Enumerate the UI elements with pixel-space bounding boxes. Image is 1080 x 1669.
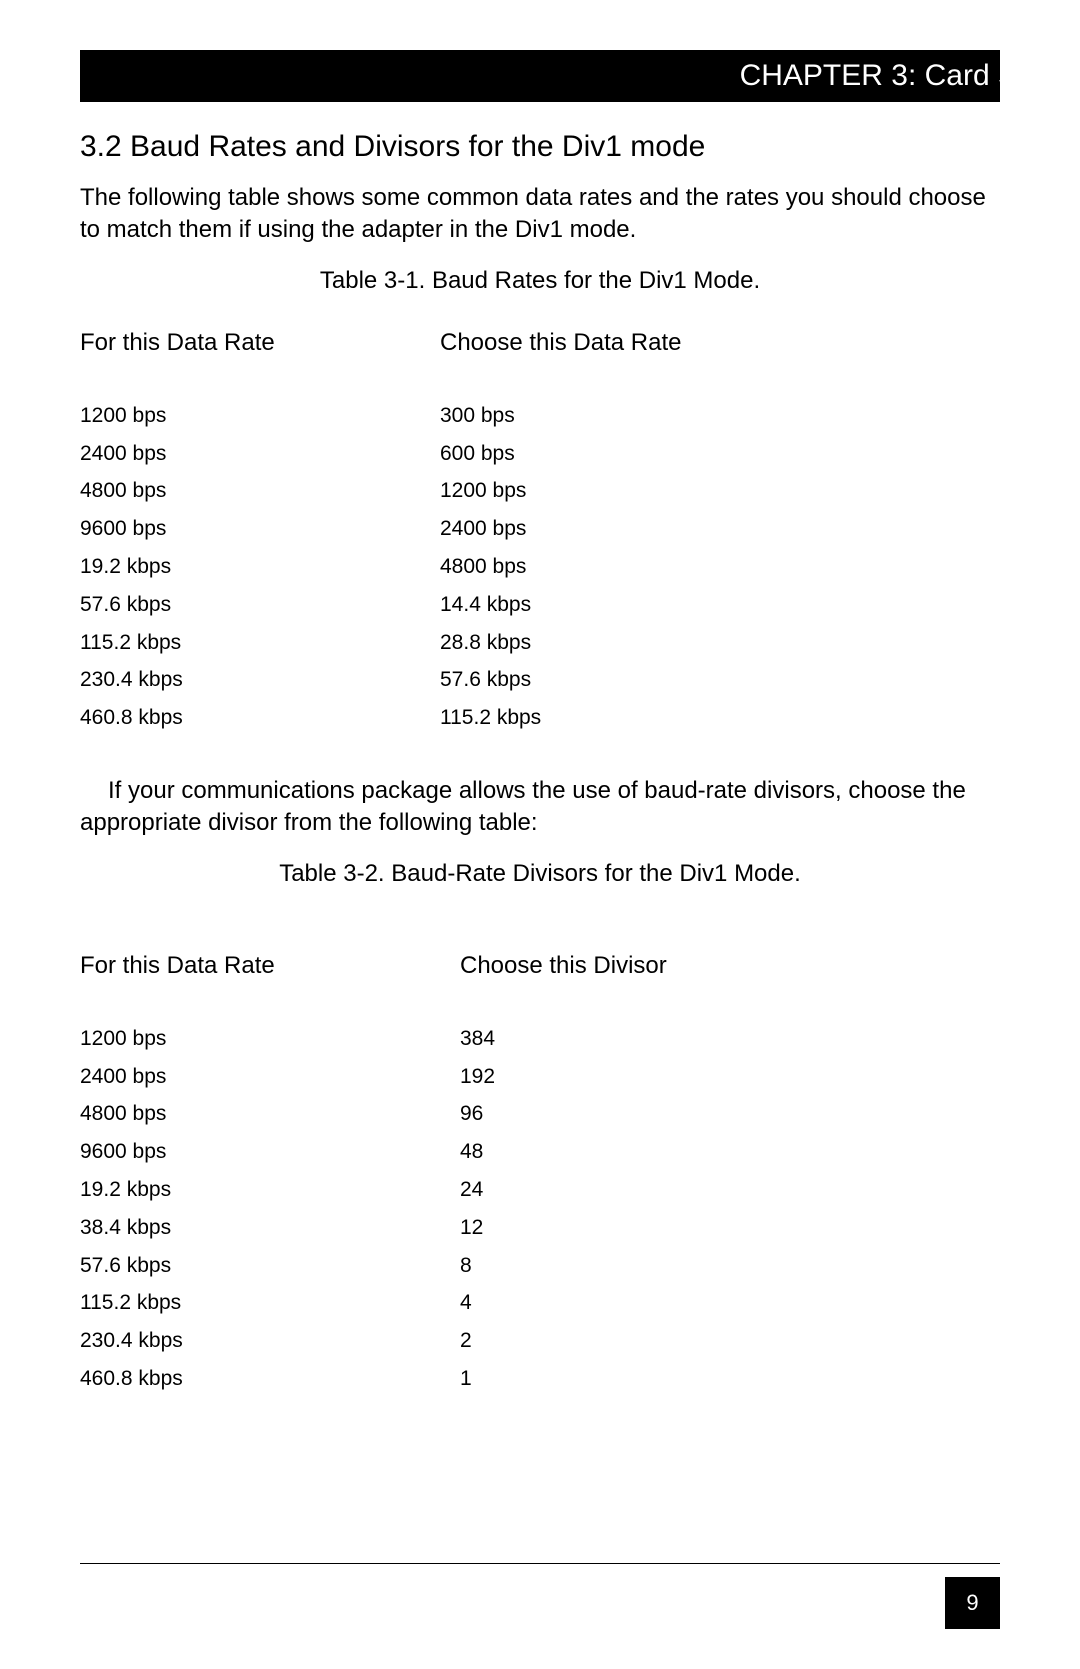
table-cell: 4 xyxy=(460,1284,1000,1322)
table-cell: 14.4 kbps xyxy=(440,586,1000,624)
table-row: 460.8 kbps1 xyxy=(80,1360,1000,1398)
table-cell: 19.2 kbps xyxy=(80,548,440,586)
page: CHAPTER 3: Card S 3.2 Baud Rates and Div… xyxy=(0,0,1080,1669)
table-cell: 19.2 kbps xyxy=(80,1171,460,1209)
table-cell: 600 bps xyxy=(440,435,1000,473)
table-cell: 8 xyxy=(460,1247,1000,1285)
footer-rule xyxy=(80,1563,1000,1564)
table-cell: 12 xyxy=(460,1209,1000,1247)
table-row: 9600 bps2400 bps xyxy=(80,510,1000,548)
table-cell: 115.2 kbps xyxy=(440,699,1000,737)
table-row: 38.4 kbps12 xyxy=(80,1209,1000,1247)
page-number-box: 9 xyxy=(945,1577,1000,1629)
table-cell: 1 xyxy=(460,1360,1000,1398)
table-row: 1200 bps300 bps xyxy=(80,397,1000,435)
table-cell: 57.6 kbps xyxy=(80,1247,460,1285)
table-row: 19.2 kbps24 xyxy=(80,1171,1000,1209)
table-row: 57.6 kbps8 xyxy=(80,1247,1000,1285)
table-cell: 230.4 kbps xyxy=(80,661,440,699)
spacer xyxy=(80,737,1000,775)
table1-col2-header: Choose this Data Rate xyxy=(440,329,1000,357)
table-cell: 28.8 kbps xyxy=(440,624,1000,662)
table-cell: 384 xyxy=(460,1020,1000,1058)
table-row: 9600 bps48 xyxy=(80,1133,1000,1171)
table1-col1-header: For this Data Rate xyxy=(80,329,440,357)
table-row: 1200 bps384 xyxy=(80,1020,1000,1058)
table2-col2-header: Choose this Divisor xyxy=(460,952,1000,980)
table-cell: 2 xyxy=(460,1322,1000,1360)
table-cell: 115.2 kbps xyxy=(80,624,440,662)
mid-paragraph: If your communications package allows th… xyxy=(80,775,1000,840)
table-row: 19.2 kbps4800 bps xyxy=(80,548,1000,586)
table1: For this Data Rate Choose this Data Rate… xyxy=(80,329,1000,737)
intro-paragraph: The following table shows some common da… xyxy=(80,182,1000,247)
table-cell: 230.4 kbps xyxy=(80,1322,460,1360)
table-cell: 57.6 kbps xyxy=(440,661,1000,699)
table-row: 115.2 kbps28.8 kbps xyxy=(80,624,1000,662)
table2-header: For this Data Rate Choose this Divisor xyxy=(80,952,1000,980)
table-cell: 9600 bps xyxy=(80,1133,460,1171)
table-cell: 115.2 kbps xyxy=(80,1284,460,1322)
table-cell: 460.8 kbps xyxy=(80,699,440,737)
table-row: 4800 bps96 xyxy=(80,1095,1000,1133)
section-title: 3.2 Baud Rates and Divisors for the Div1… xyxy=(80,130,1000,164)
table-cell: 300 bps xyxy=(440,397,1000,435)
table-cell: 460.8 kbps xyxy=(80,1360,460,1398)
table2: For this Data Rate Choose this Divisor 1… xyxy=(80,952,1000,1398)
table2-rows: 1200 bps3842400 bps1924800 bps969600 bps… xyxy=(80,1020,1000,1398)
table-cell: 192 xyxy=(460,1058,1000,1096)
table-cell: 1200 bps xyxy=(440,472,1000,510)
table-row: 2400 bps192 xyxy=(80,1058,1000,1096)
table-cell: 96 xyxy=(460,1095,1000,1133)
table1-rows: 1200 bps300 bps2400 bps600 bps4800 bps12… xyxy=(80,397,1000,737)
table-row: 4800 bps1200 bps xyxy=(80,472,1000,510)
table-cell: 4800 bps xyxy=(440,548,1000,586)
table-row: 115.2 kbps4 xyxy=(80,1284,1000,1322)
table-row: 230.4 kbps57.6 kbps xyxy=(80,661,1000,699)
table2-caption: Table 3-2. Baud-Rate Divisors for the Di… xyxy=(80,860,1000,888)
spacer xyxy=(80,922,1000,952)
table-cell: 2400 bps xyxy=(80,435,440,473)
chapter-header-text: CHAPTER 3: Card S xyxy=(740,59,1000,93)
table-cell: 24 xyxy=(460,1171,1000,1209)
table-cell: 48 xyxy=(460,1133,1000,1171)
table-row: 460.8 kbps115.2 kbps xyxy=(80,699,1000,737)
page-number: 9 xyxy=(966,1590,978,1616)
table-cell: 38.4 kbps xyxy=(80,1209,460,1247)
table-cell: 4800 bps xyxy=(80,1095,460,1133)
table-cell: 2400 bps xyxy=(80,1058,460,1096)
table-row: 57.6 kbps14.4 kbps xyxy=(80,586,1000,624)
table-cell: 57.6 kbps xyxy=(80,586,440,624)
table-row: 230.4 kbps2 xyxy=(80,1322,1000,1360)
table-cell: 2400 bps xyxy=(440,510,1000,548)
table-cell: 9600 bps xyxy=(80,510,440,548)
table-cell: 1200 bps xyxy=(80,1020,460,1058)
table-row: 2400 bps600 bps xyxy=(80,435,1000,473)
table-cell: 4800 bps xyxy=(80,472,440,510)
chapter-header-bar: CHAPTER 3: Card S xyxy=(80,50,1000,102)
table1-header: For this Data Rate Choose this Data Rate xyxy=(80,329,1000,357)
table1-caption: Table 3-1. Baud Rates for the Div1 Mode. xyxy=(80,267,1000,295)
table2-col1-header: For this Data Rate xyxy=(80,952,460,980)
table-cell: 1200 bps xyxy=(80,397,440,435)
